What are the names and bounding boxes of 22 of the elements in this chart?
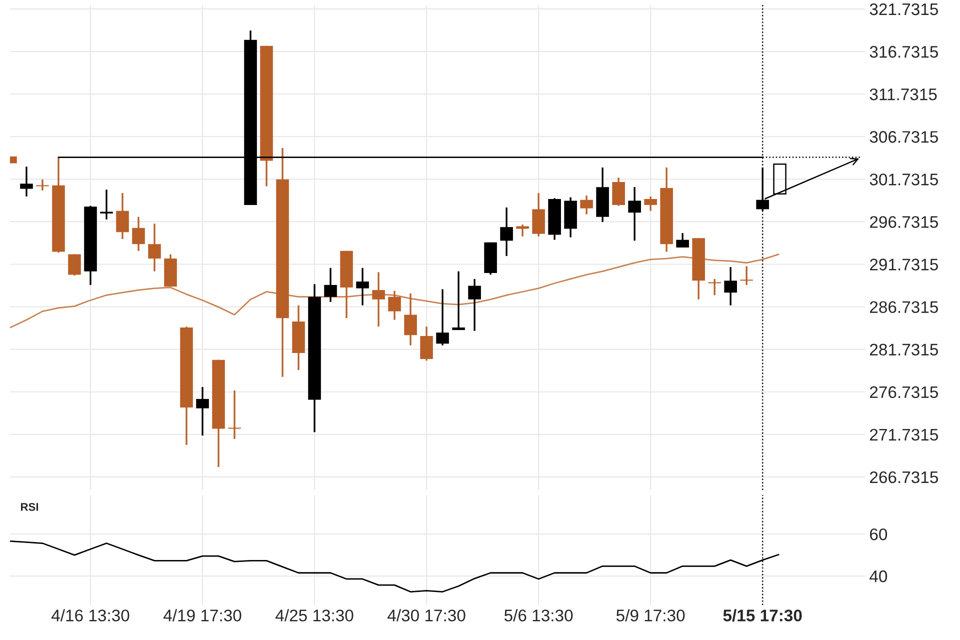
y-tick-label: 60 <box>870 528 888 540</box>
y-tick-label: 316.7315 <box>870 46 938 58</box>
y-tick-label: 306.7315 <box>870 131 938 143</box>
y-tick-label: 276.7315 <box>870 386 938 398</box>
y-tick-label: 271.7315 <box>870 428 938 441</box>
text: RSI <box>21 502 38 511</box>
y-tick-label: 296.7315 <box>870 216 938 228</box>
x-tick-label: 5/9 17:30 <box>616 609 685 622</box>
y-tick-label: 266.7315 <box>870 471 938 484</box>
x-tick-label: 5/6 13:30 <box>504 609 573 622</box>
x-tick-label: 4/16 13:30 <box>51 609 130 622</box>
y-tick-label: 311.7315 <box>870 88 937 100</box>
y-tick-label: 291.7315 <box>870 258 938 270</box>
y-tick-label: 281.7315 <box>870 344 938 356</box>
y-tick-label: 286.7315 <box>870 301 938 313</box>
x-tick-label: 4/30 17:30 <box>388 609 466 622</box>
y-tick-label: 321.7315 <box>870 3 938 16</box>
x-tick-label: 4/19 17:30 <box>164 609 242 622</box>
x-tick-label: 5/15 17:30 <box>723 609 802 622</box>
y-tick-label: 40 <box>870 570 888 582</box>
y-tick-label: 301.7315 <box>870 174 938 186</box>
x-tick-label: 4/25 13:30 <box>276 609 354 622</box>
